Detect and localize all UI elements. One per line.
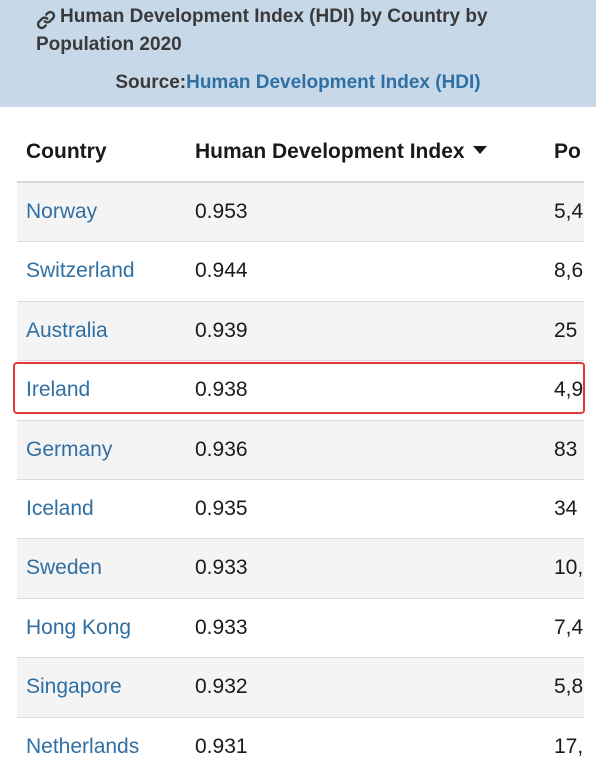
table-body: Norway 0.953 5,4 Switzerland 0.944 8,6 Austral… bbox=[17, 183, 584, 768]
hdi-value: 0.953 bbox=[195, 200, 248, 223]
country-link[interactable]: Germany bbox=[26, 437, 113, 461]
table-row: Germany 0.936 83 bbox=[17, 420, 584, 480]
hdi-value: 0.932 bbox=[195, 675, 248, 699]
population-value: 83 bbox=[554, 437, 578, 461]
table-row: Singapore 0.932 5,8 bbox=[17, 658, 584, 718]
hdi-value: 0.933 bbox=[195, 556, 248, 580]
header-divider bbox=[17, 181, 584, 183]
table-row: Netherlands 0.931 17, bbox=[17, 717, 584, 768]
country-link[interactable]: Iceland bbox=[26, 496, 94, 520]
country-link[interactable]: Norway bbox=[26, 200, 98, 223]
country-link[interactable]: Switzerland bbox=[26, 259, 135, 283]
table-row: Hong Kong 0.933 7,4 bbox=[17, 598, 584, 659]
population-value: 5,8 bbox=[554, 675, 584, 699]
hdi-value: 0.931 bbox=[195, 734, 248, 758]
table-row: Sweden 0.933 10, bbox=[17, 539, 584, 599]
population-value: 4,9 bbox=[554, 378, 584, 402]
hdi-table: Country Human Development Index Po Norwa… bbox=[17, 107, 584, 768]
hdi-value: 0.936 bbox=[195, 437, 248, 461]
country-link[interactable]: Singapore bbox=[26, 675, 122, 699]
hdi-value: 0.938 bbox=[195, 378, 248, 402]
hdi-value: 0.944 bbox=[195, 259, 248, 283]
population-value: 8,6 bbox=[554, 259, 584, 283]
table-row: Ireland 0.938 4,9 bbox=[17, 361, 584, 421]
population-value: 7,4 bbox=[554, 615, 584, 639]
hdi-value: 0.939 bbox=[195, 318, 248, 342]
population-value: 25 bbox=[554, 318, 578, 342]
country-link[interactable]: Ireland bbox=[26, 378, 91, 402]
link-icon[interactable] bbox=[35, 9, 57, 31]
table-row: Australia 0.939 25 bbox=[17, 301, 584, 362]
table-title-line-2: Population 2020 bbox=[36, 34, 182, 55]
column-header-country[interactable]: Country bbox=[26, 140, 107, 163]
population-value: 10, bbox=[554, 556, 584, 580]
hdi-value: 0.933 bbox=[195, 615, 248, 639]
source-line: Source:Human Development Index (HDI) bbox=[0, 72, 596, 94]
column-header-population[interactable]: Po bbox=[554, 140, 581, 163]
population-value: 34 bbox=[554, 496, 578, 520]
source-label: Source: bbox=[115, 72, 187, 93]
country-link[interactable]: Hong Kong bbox=[26, 615, 132, 639]
country-link[interactable]: Sweden bbox=[26, 556, 102, 580]
sort-desc-icon[interactable] bbox=[472, 146, 487, 155]
country-link[interactable]: Australia bbox=[26, 318, 108, 342]
hdi-value: 0.935 bbox=[195, 496, 248, 520]
table-title-line-1: Human Development Index (HDI) by Country… bbox=[60, 6, 488, 27]
table-row: Iceland 0.935 34 bbox=[17, 479, 584, 540]
table-row: Switzerland 0.944 8,6 bbox=[17, 242, 584, 302]
source-link[interactable]: Human Development Index (HDI) bbox=[186, 72, 481, 93]
column-header-hdi-label: Human Development Index bbox=[195, 140, 465, 163]
column-header-hdi[interactable]: Human Development Index bbox=[195, 107, 487, 182]
table-caption-header: Human Development Index (HDI) by Country… bbox=[0, 0, 596, 107]
population-value: 17, bbox=[554, 734, 584, 758]
country-link[interactable]: Netherlands bbox=[26, 734, 140, 758]
population-value: 5,4 bbox=[554, 200, 584, 223]
table-row: Norway 0.953 5,4 bbox=[17, 183, 584, 243]
